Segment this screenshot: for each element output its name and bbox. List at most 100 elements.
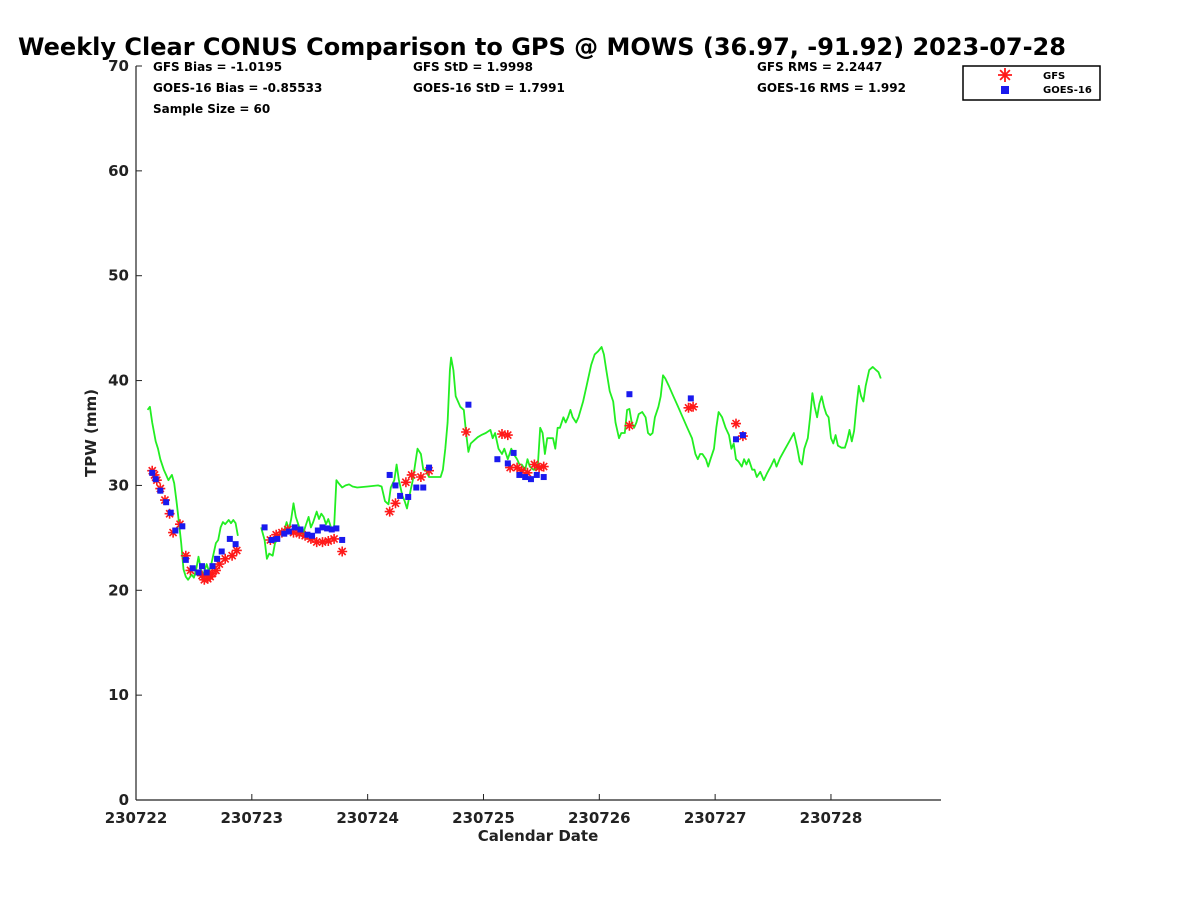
- y-tick-label: 60: [108, 162, 129, 180]
- gfs-point: [415, 472, 426, 482]
- goes-std-text: GOES-16 StD = 1.7991: [413, 81, 565, 95]
- goes-16-point: [261, 524, 268, 531]
- gfs-point: [384, 506, 395, 517]
- goes-16-point: [268, 536, 275, 543]
- gfs-point: [497, 429, 507, 439]
- goes-16-point: [516, 471, 523, 478]
- goes-16-point: [304, 531, 311, 538]
- goes-16-point: [626, 391, 633, 398]
- goes-16-point: [182, 556, 189, 563]
- gfs-std-text: GFS StD = 1.9998: [413, 60, 533, 74]
- goes-16-point: [510, 449, 517, 456]
- gfs-point: [529, 459, 540, 470]
- gfs-point: [214, 559, 225, 570]
- goes-16-point: [172, 527, 179, 534]
- goes-16-point: [732, 436, 739, 443]
- gps-line-segment: [146, 405, 239, 581]
- y-ticks: 0 10 20 30 40 50 60 70: [108, 57, 142, 809]
- goes-16-point: [291, 524, 298, 531]
- gfs-point: [516, 465, 527, 476]
- gfs-point: [323, 536, 334, 546]
- goes-16-point: [333, 525, 340, 532]
- legend-goes-label: GOES-16: [1043, 85, 1092, 96]
- legend: GFS GOES-16: [962, 65, 1101, 101]
- goes-16-point: [195, 569, 202, 576]
- gfs-point: [231, 545, 242, 556]
- goes-16-point: [504, 460, 511, 467]
- goes-16-point: [426, 464, 433, 471]
- goes-16-point: [314, 527, 321, 534]
- y-tick-label: 0: [119, 791, 129, 809]
- gfs-point: [512, 462, 523, 473]
- x-tick-label: 230724: [336, 809, 399, 827]
- gfs-point: [305, 533, 316, 544]
- x-tick-label: 230723: [221, 809, 284, 827]
- y-tick-label: 10: [108, 686, 129, 704]
- gfs-point: [406, 469, 417, 480]
- goes-16-point: [199, 563, 206, 570]
- y-tick-label: 40: [108, 372, 129, 390]
- sample-size-text: Sample Size = 60: [153, 102, 270, 116]
- gfs-point: [538, 461, 549, 472]
- goes-16-point: [163, 499, 170, 506]
- gfs-point: [271, 529, 282, 540]
- y-tick-label: 20: [108, 581, 129, 599]
- gfs-point: [288, 527, 299, 538]
- x-ticks: 230722 230723 230724 230725 230726 230727 2307…: [105, 794, 862, 827]
- gfs-bias-text: GFS Bias = -1.0195: [153, 60, 282, 74]
- goes-16-point: [218, 548, 225, 555]
- chart-title: Weekly Clear CONUS Comparison to GPS @ M…: [18, 33, 1066, 61]
- gfs-point: [311, 537, 322, 548]
- goes-16-point: [152, 476, 159, 483]
- legend-gfs-marker: [998, 68, 1012, 82]
- gfs-point: [294, 528, 305, 539]
- goes-16-point: [397, 492, 404, 499]
- gfs-point: [329, 533, 340, 544]
- gfs-point: [400, 477, 411, 488]
- gps-series: [146, 346, 882, 581]
- goes-16-point: [494, 456, 501, 463]
- goes-16-point: [739, 432, 746, 439]
- gfs-point: [424, 465, 434, 476]
- goes-16-point: [319, 524, 326, 531]
- goes-16-point: [226, 535, 233, 542]
- gfs-point: [461, 427, 472, 437]
- goes-16-point: [533, 471, 540, 478]
- gfs-point: [220, 553, 231, 564]
- goes-16-point: [281, 530, 288, 537]
- gfs-point: [502, 430, 513, 441]
- goes-16-point: [405, 493, 412, 500]
- y-tick-label: 30: [108, 476, 129, 494]
- gps-line-segment: [260, 346, 882, 560]
- gfs-point: [390, 498, 401, 509]
- x-tick-label: 230727: [684, 809, 747, 827]
- goes-16-point: [386, 471, 393, 478]
- x-tick-label: 230725: [452, 809, 515, 827]
- goes-16-point: [465, 401, 472, 408]
- gfs-point: [534, 462, 545, 473]
- goes-16-point: [214, 555, 221, 562]
- y-tick-label: 50: [108, 267, 129, 285]
- legend-box: [962, 65, 1101, 101]
- gfs-point: [688, 401, 699, 412]
- gfs-point: [683, 402, 694, 413]
- y-axis-label: TPW (mm): [82, 389, 100, 477]
- goes-16-point: [324, 525, 331, 532]
- goes-16-point: [232, 541, 239, 548]
- goes-16-point: [687, 395, 694, 402]
- goes-16-point: [157, 487, 164, 494]
- goes-16-point: [285, 528, 292, 535]
- goes-16-point: [179, 523, 186, 530]
- goes-16-point: [339, 536, 346, 543]
- goes-16-point: [149, 469, 156, 476]
- goes-rms-text: GOES-16 RMS = 1.992: [757, 81, 906, 95]
- x-axis-label: Calendar Date: [478, 827, 599, 845]
- goes-16-point: [309, 532, 316, 539]
- gfs-point: [210, 565, 221, 576]
- goes-16-point: [540, 474, 547, 481]
- goes-16-point: [274, 535, 281, 542]
- gfs-point: [317, 537, 328, 548]
- gfs-point: [180, 550, 191, 561]
- goes-16-point: [189, 565, 196, 572]
